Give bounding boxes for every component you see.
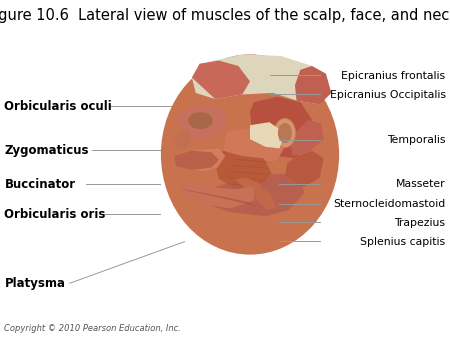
- Ellipse shape: [161, 54, 339, 255]
- Text: Masseter: Masseter: [396, 179, 446, 189]
- Text: Epicranius frontalis: Epicranius frontalis: [342, 71, 446, 81]
- Polygon shape: [290, 120, 324, 156]
- Polygon shape: [202, 174, 304, 216]
- Text: Figure 10.6  Lateral view of muscles of the scalp, face, and neck.: Figure 10.6 Lateral view of muscles of t…: [0, 8, 450, 23]
- Text: Splenius capitis: Splenius capitis: [360, 237, 446, 247]
- Polygon shape: [192, 54, 328, 104]
- Text: Copyright © 2010 Pearson Education, Inc.: Copyright © 2010 Pearson Education, Inc.: [4, 324, 181, 333]
- Polygon shape: [180, 182, 254, 209]
- Text: Trapezius: Trapezius: [395, 218, 446, 228]
- Polygon shape: [295, 66, 331, 104]
- Text: Buccinator: Buccinator: [4, 178, 76, 191]
- Polygon shape: [234, 178, 277, 210]
- Polygon shape: [250, 122, 285, 148]
- Text: Orbicularis oris: Orbicularis oris: [4, 208, 106, 221]
- Polygon shape: [250, 97, 312, 159]
- Polygon shape: [176, 104, 227, 139]
- Ellipse shape: [274, 118, 296, 148]
- Polygon shape: [223, 127, 285, 166]
- Polygon shape: [174, 127, 192, 151]
- Polygon shape: [192, 61, 250, 99]
- Polygon shape: [285, 151, 324, 187]
- Text: Orbicularis oculi: Orbicularis oculi: [4, 100, 112, 113]
- Polygon shape: [188, 148, 225, 171]
- Text: Zygomaticus: Zygomaticus: [4, 144, 89, 157]
- Text: Sternocleidomastoid: Sternocleidomastoid: [333, 199, 446, 210]
- Polygon shape: [215, 151, 272, 189]
- Ellipse shape: [188, 112, 213, 129]
- Text: Epicranius Occipitalis: Epicranius Occipitalis: [329, 90, 446, 100]
- Text: Temporalis: Temporalis: [387, 135, 446, 145]
- Text: Platysma: Platysma: [4, 277, 66, 290]
- Polygon shape: [174, 151, 219, 170]
- Ellipse shape: [278, 123, 292, 143]
